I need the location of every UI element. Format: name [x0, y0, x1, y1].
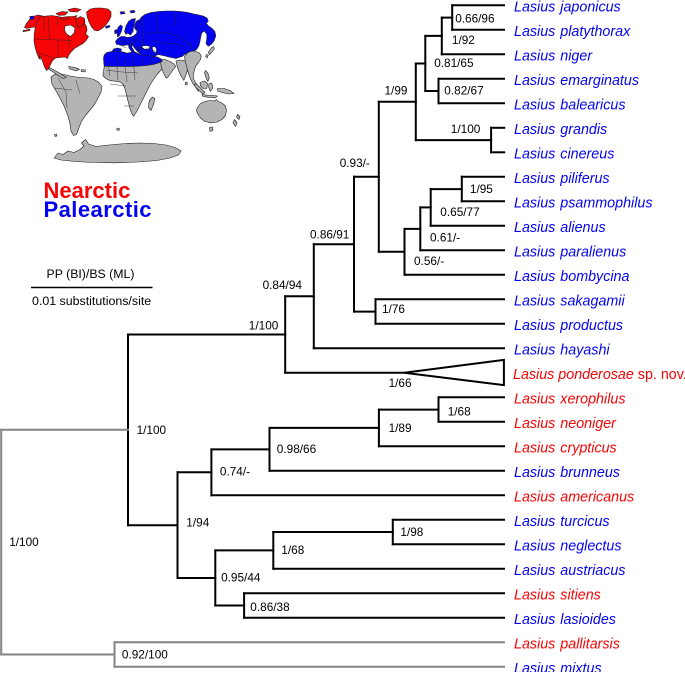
svg-text:Lasius: Lasius	[514, 24, 555, 40]
svg-text:1/89: 1/89	[389, 421, 412, 435]
svg-text:0.01 substitutions/site: 0.01 substitutions/site	[32, 294, 151, 308]
svg-text:productus: productus	[559, 318, 623, 334]
svg-text:0.86/91: 0.86/91	[310, 228, 349, 242]
svg-text:1/100: 1/100	[137, 423, 167, 437]
svg-text:cinereus: cinereus	[560, 147, 614, 163]
svg-text:0.61/-: 0.61/-	[430, 231, 460, 245]
svg-text:Lasius: Lasius	[514, 122, 555, 138]
svg-text:Lasius: Lasius	[514, 0, 555, 16]
svg-text:1/98: 1/98	[400, 525, 423, 539]
svg-text:1/68: 1/68	[281, 543, 304, 557]
svg-text:1/94: 1/94	[186, 515, 209, 529]
svg-text:Lasius: Lasius	[514, 49, 555, 65]
svg-text:Palearctic: Palearctic	[44, 197, 152, 222]
svg-text:0.92/100: 0.92/100	[122, 648, 168, 662]
svg-text:platythorax: platythorax	[559, 24, 631, 40]
svg-text:neoniger: neoniger	[560, 416, 617, 432]
svg-text:psammophilus: psammophilus	[559, 196, 652, 212]
svg-text:Lasius: Lasius	[514, 73, 555, 89]
svg-text:0.74/-: 0.74/-	[220, 464, 250, 478]
svg-text:paralienus: paralienus	[559, 245, 626, 261]
svg-text:lasioides: lasioides	[560, 612, 616, 628]
svg-text:1/100: 1/100	[249, 318, 279, 332]
svg-text:piliferus: piliferus	[559, 171, 609, 187]
svg-text:emarginatus: emarginatus	[560, 73, 639, 89]
svg-text:turcicus: turcicus	[560, 514, 609, 530]
svg-text:alienus: alienus	[560, 220, 605, 236]
svg-text:Lasius: Lasius	[514, 514, 555, 530]
svg-text:0.84/94: 0.84/94	[263, 278, 303, 292]
svg-text:brunneus: brunneus	[560, 465, 620, 481]
svg-text:niger: niger	[560, 49, 593, 65]
svg-text:Lasius: Lasius	[514, 637, 555, 653]
svg-text:Lasius: Lasius	[514, 245, 555, 261]
svg-text:0.56/-: 0.56/-	[414, 254, 444, 268]
svg-text:1/100: 1/100	[451, 122, 481, 136]
svg-text:neglectus: neglectus	[560, 539, 621, 555]
svg-text:sitiens: sitiens	[560, 588, 601, 604]
svg-text:Lasius: Lasius	[514, 465, 555, 481]
svg-text:xerophilus: xerophilus	[559, 392, 625, 408]
svg-text:austriacus: austriacus	[560, 563, 625, 579]
svg-text:japonicus: japonicus	[558, 0, 620, 16]
svg-text:0.98/66: 0.98/66	[277, 442, 317, 456]
svg-text:pallitarsis: pallitarsis	[559, 637, 620, 653]
svg-text:1/95: 1/95	[470, 182, 493, 196]
svg-text:Lasius: Lasius	[514, 588, 555, 604]
svg-text:Nearctic: Nearctic	[44, 178, 131, 203]
svg-text:Lasius: Lasius	[514, 661, 555, 672]
svg-text:Lasius: Lasius	[514, 98, 555, 114]
svg-text:0.81/65: 0.81/65	[434, 56, 474, 70]
svg-text:1/68: 1/68	[448, 405, 471, 419]
svg-text:Lasius: Lasius	[514, 343, 555, 359]
svg-text:Lasius: Lasius	[514, 147, 555, 163]
svg-text:Lasius: Lasius	[514, 612, 555, 628]
svg-text:0.65/77: 0.65/77	[440, 205, 479, 219]
svg-text:Lasius: Lasius	[514, 269, 555, 285]
svg-text:Lasius: Lasius	[514, 490, 555, 506]
svg-text:Lasius: Lasius	[514, 294, 555, 310]
svg-text:grandis: grandis	[560, 122, 607, 138]
svg-text:balearicus: balearicus	[560, 98, 625, 114]
svg-text:Lasius: Lasius	[514, 539, 555, 555]
svg-text:0.66/96: 0.66/96	[455, 12, 495, 26]
svg-text:1/92: 1/92	[452, 33, 475, 47]
svg-text:Lasius: Lasius	[514, 416, 555, 432]
svg-text:Lasius: Lasius	[514, 563, 555, 579]
svg-text:Lasius: Lasius	[514, 441, 555, 457]
svg-text:crypticus: crypticus	[560, 441, 616, 457]
svg-text:Lasius ponderosae sp. nov.: Lasius ponderosae sp. nov.	[513, 367, 685, 383]
svg-text:mixtus: mixtus	[560, 661, 601, 672]
svg-text:hayashi: hayashi	[560, 343, 610, 359]
svg-text:Lasius: Lasius	[514, 318, 555, 334]
svg-text:Lasius: Lasius	[514, 171, 555, 187]
svg-text:sakagamii: sakagamii	[560, 294, 625, 310]
svg-text:1/100: 1/100	[9, 535, 39, 549]
svg-text:0.82/67: 0.82/67	[444, 83, 483, 97]
svg-text:Lasius: Lasius	[514, 196, 555, 212]
svg-text:Lasius: Lasius	[514, 392, 555, 408]
svg-text:1/76: 1/76	[382, 302, 405, 316]
svg-text:1/66: 1/66	[389, 376, 412, 390]
svg-text:americanus: americanus	[560, 490, 634, 506]
svg-text:0.86/38: 0.86/38	[250, 600, 290, 614]
svg-text:0.93/-: 0.93/-	[340, 156, 370, 170]
svg-text:0.95/44: 0.95/44	[221, 571, 261, 585]
svg-text:PP (BI)/BS (ML): PP (BI)/BS (ML)	[47, 267, 135, 281]
svg-text:1/99: 1/99	[385, 84, 408, 98]
svg-text:bombycina: bombycina	[560, 269, 629, 285]
svg-text:Lasius: Lasius	[514, 220, 555, 236]
